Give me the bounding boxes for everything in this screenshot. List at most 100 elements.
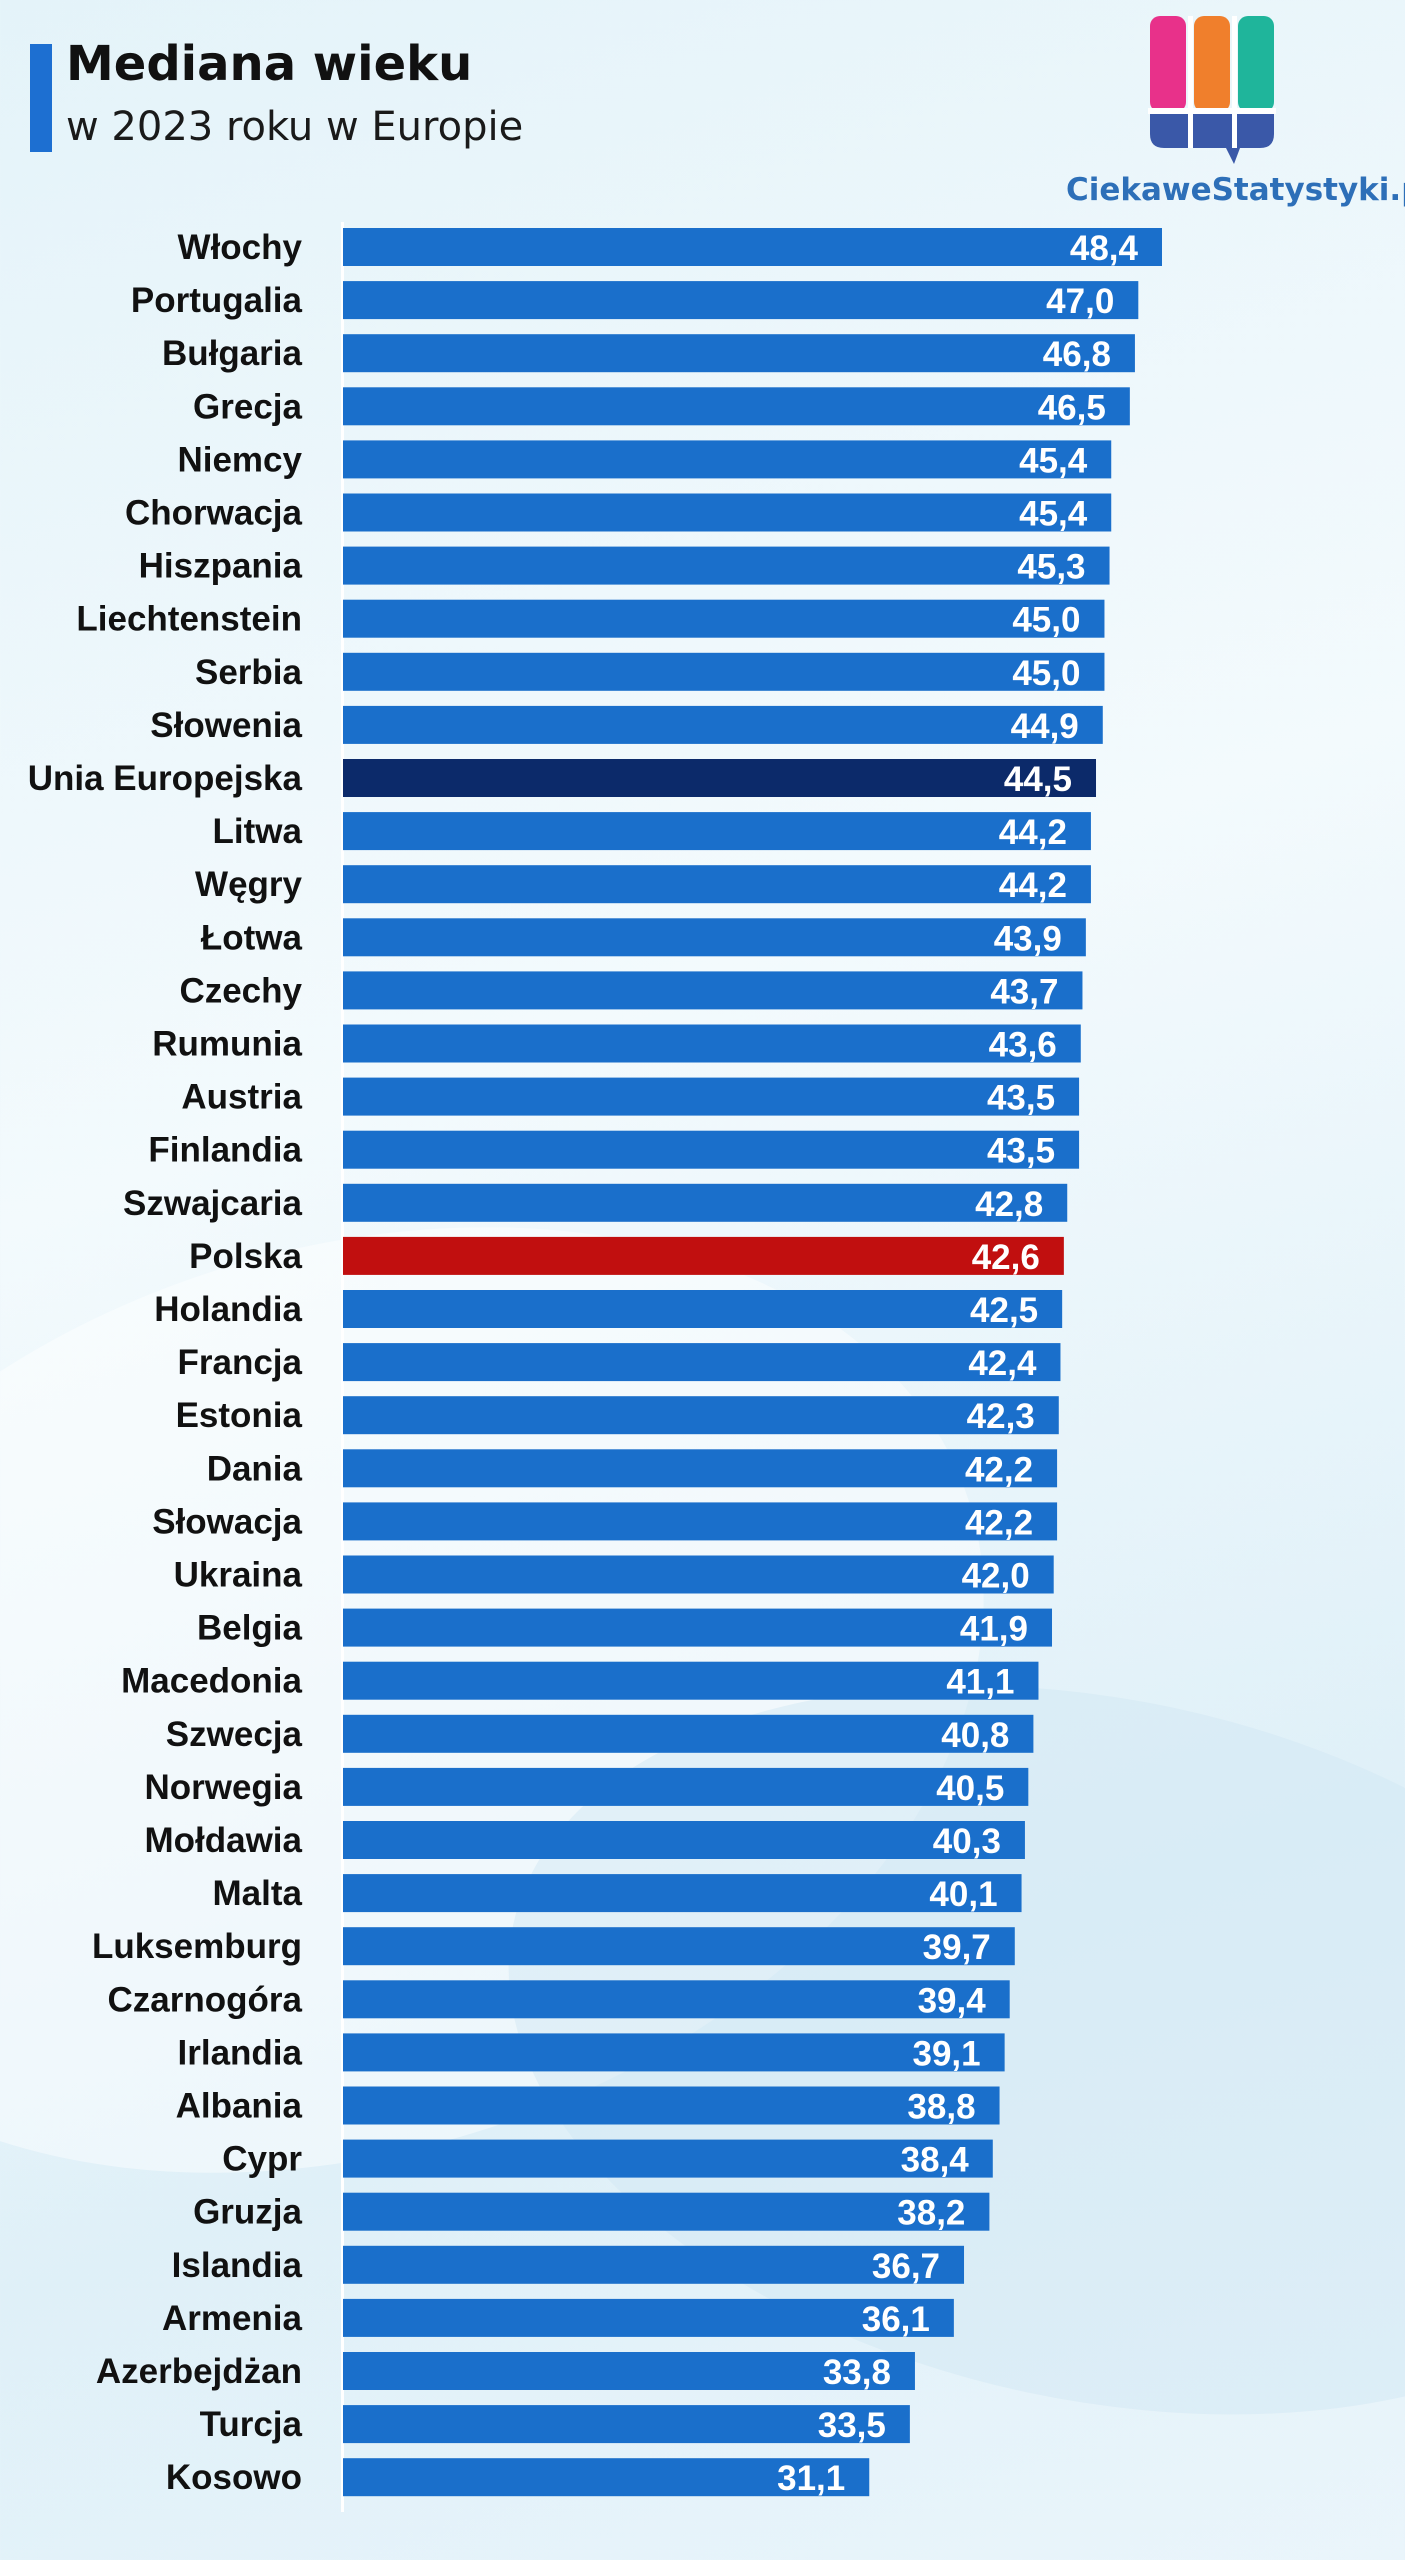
bar-włochy (343, 228, 1162, 266)
value-label: 45,3 (1017, 548, 1085, 587)
category-label: Słowenia (150, 706, 302, 745)
category-label: Azerbejdżan (96, 2352, 302, 2391)
bar-łotwa (343, 918, 1086, 957)
category-label: Litwa (213, 812, 303, 851)
bar-szwecja (343, 1714, 1034, 1753)
category-label: Węgry (195, 865, 303, 904)
value-label: 41,9 (960, 1610, 1028, 1649)
category-label: Malta (213, 1874, 303, 1913)
category-label: Cypr (222, 2140, 302, 2179)
bar-czechy (343, 971, 1083, 1010)
logo-orange-block (1194, 16, 1230, 112)
bar-bułgaria (343, 334, 1135, 373)
value-label: 39,1 (913, 2034, 981, 2073)
value-label: 33,8 (823, 2353, 891, 2392)
value-label: 36,7 (872, 2247, 940, 2286)
value-label: 45,0 (1012, 601, 1080, 640)
value-label: 42,2 (965, 1503, 1033, 1542)
category-label: Albania (176, 2087, 303, 2126)
value-label: 40,8 (941, 1716, 1009, 1755)
value-label: 39,7 (923, 1928, 991, 1967)
category-label: Polska (189, 1237, 302, 1276)
category-label: Portugalia (131, 281, 303, 320)
bar-dania (343, 1449, 1058, 1488)
bar-ukraina (343, 1555, 1054, 1594)
bar-polska (343, 1236, 1064, 1275)
category-label: Serbia (195, 653, 303, 692)
bar-islandia (343, 2245, 965, 2284)
category-label: Rumunia (152, 1025, 302, 1064)
value-label: 42,0 (962, 1557, 1030, 1596)
value-label: 44,5 (1004, 760, 1072, 799)
bar-armenia (343, 2298, 954, 2337)
category-label: Estonia (176, 1396, 303, 1435)
value-label: 40,3 (933, 1822, 1001, 1861)
value-label: 45,4 (1019, 495, 1088, 534)
category-label: Irlandia (178, 2033, 303, 2072)
category-label: Czechy (179, 971, 302, 1010)
category-label: Macedonia (121, 1662, 302, 1701)
bar-gruzja (343, 2192, 990, 2231)
value-label: 31,1 (777, 2459, 845, 2498)
title-accent-bar (30, 44, 52, 152)
bar-chorwacja (343, 493, 1112, 532)
bar-estonia (343, 1396, 1059, 1435)
bar-kosowo (343, 2458, 870, 2497)
category-label: Norwegia (144, 1768, 302, 1807)
value-label: 39,4 (918, 1981, 987, 2020)
category-label: Ukraina (174, 1556, 303, 1595)
value-label: 40,5 (936, 1769, 1004, 1808)
bar-turcja (343, 2405, 910, 2444)
value-label: 42,3 (967, 1397, 1035, 1436)
bar-albania (343, 2086, 1000, 2125)
value-label: 43,5 (987, 1079, 1055, 1118)
category-label: Turcja (200, 2405, 303, 2444)
value-label: 45,4 (1019, 441, 1088, 480)
bar-szwajcaria (343, 1183, 1068, 1222)
bar-irlandia (343, 2033, 1005, 2072)
category-label: Hiszpania (139, 547, 303, 586)
value-label: 43,7 (990, 972, 1058, 1011)
value-label: 46,5 (1038, 388, 1106, 427)
category-label: Luksemburg (92, 1927, 302, 1966)
bar-austria (343, 1077, 1080, 1116)
value-label: 33,5 (818, 2406, 886, 2445)
category-label: Szwajcaria (123, 1184, 303, 1223)
bar-rumunia (343, 1024, 1081, 1063)
value-label: 41,1 (946, 1663, 1014, 1702)
category-label: Francja (178, 1343, 303, 1382)
bar-słowacja (343, 1502, 1058, 1541)
bar-malta (343, 1874, 1022, 1913)
bar-węgry (343, 865, 1091, 904)
value-label: 47,0 (1046, 282, 1114, 321)
bar-niemcy (343, 440, 1112, 479)
logo-pink-block (1150, 16, 1186, 112)
bar-grecja (343, 387, 1130, 426)
bar-holandia (343, 1290, 1063, 1328)
value-label: 44,2 (999, 866, 1067, 905)
category-label: Bułgaria (162, 334, 303, 373)
bar-czarnogóra (343, 1980, 1010, 2019)
value-label: 42,6 (972, 1238, 1040, 1277)
value-label: 43,5 (987, 1132, 1055, 1171)
brand-logo-icon (1148, 16, 1276, 164)
category-label: Austria (181, 1078, 302, 1117)
category-label: Mołdawia (144, 1821, 302, 1860)
value-label: 38,8 (907, 2088, 975, 2127)
value-label: 42,5 (970, 1291, 1038, 1330)
value-label: 44,2 (999, 813, 1067, 852)
bar-liechtenstein (343, 599, 1105, 638)
value-label: 42,2 (965, 1450, 1033, 1489)
bar-azerbejdżan (343, 2352, 915, 2390)
value-label: 43,6 (989, 1026, 1057, 1065)
bar-finlandia (343, 1130, 1080, 1169)
category-label: Łotwa (201, 918, 303, 957)
category-label: Dania (207, 1449, 303, 1488)
value-label: 46,8 (1043, 335, 1111, 374)
category-label: Grecja (193, 387, 302, 426)
bar-słowenia (343, 705, 1103, 744)
category-label: Finlandia (148, 1131, 302, 1170)
category-label: Słowacja (152, 1502, 302, 1541)
bar-norwegia (343, 1767, 1029, 1806)
